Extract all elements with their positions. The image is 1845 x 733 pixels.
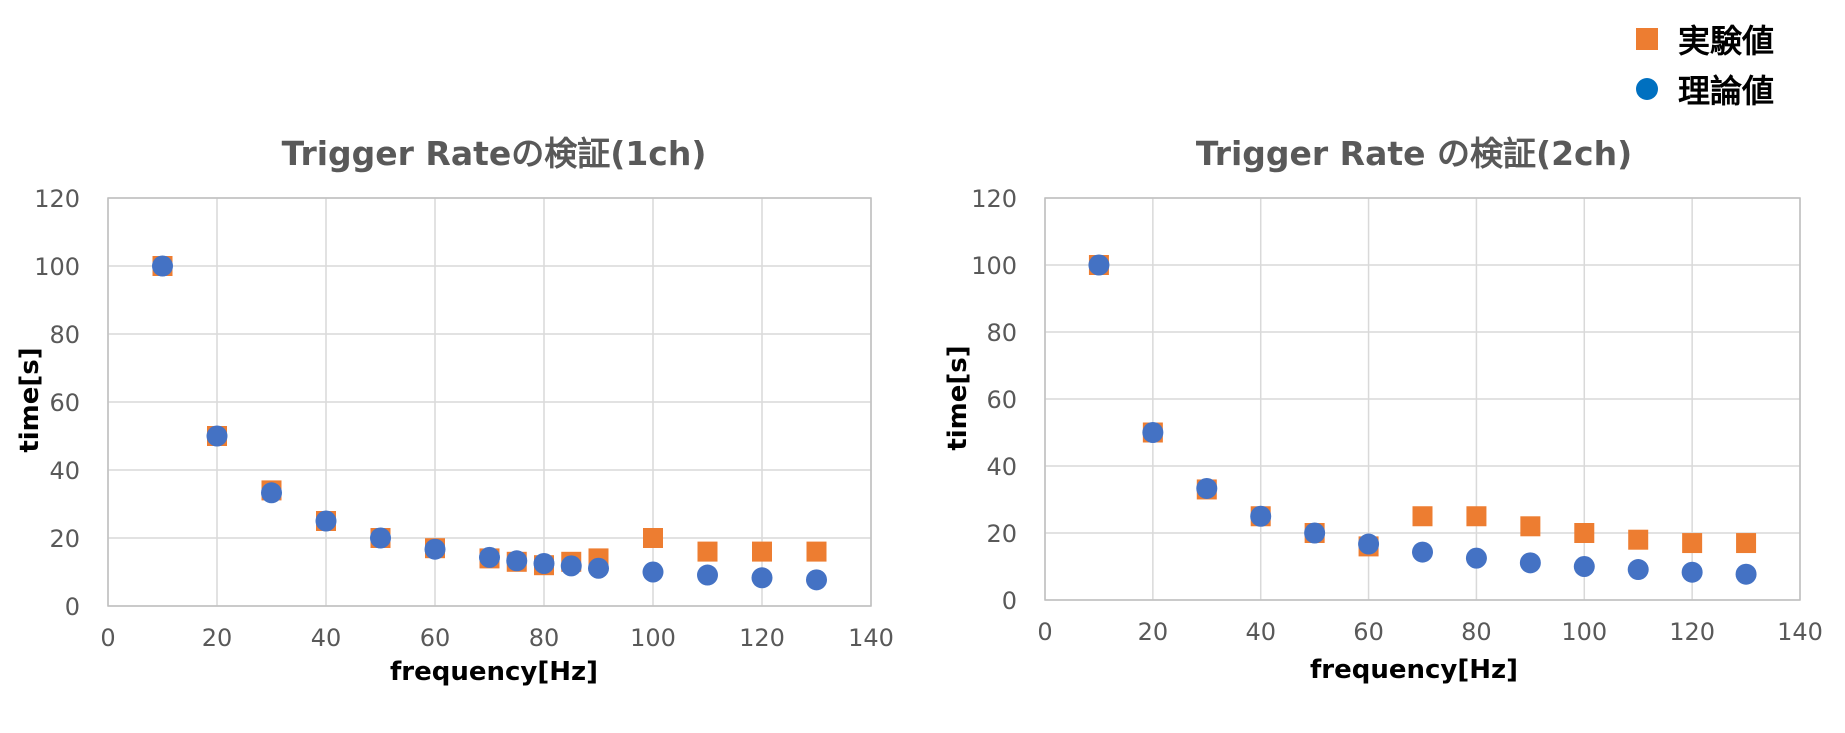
y-tick-label: 100 [971, 252, 1017, 280]
legend-item-theoretical: 理論値 [1636, 64, 1774, 114]
experimental-point [1466, 506, 1487, 527]
x-tick-label: 20 [1138, 618, 1169, 646]
x-tick-label: 120 [739, 624, 785, 652]
y-tick-label: 120 [971, 185, 1017, 213]
theoretical-point [697, 564, 718, 586]
x-tick-label: 20 [202, 624, 233, 652]
theoretical-point [588, 557, 609, 579]
y-tick-label: 40 [49, 457, 80, 485]
theoretical-point [370, 527, 391, 549]
y-tick-label: 80 [986, 319, 1017, 347]
y-tick-label: 60 [986, 386, 1017, 414]
theoretical-point [206, 425, 228, 447]
theoretical-point [751, 567, 773, 589]
x-tick-label: 80 [529, 624, 560, 652]
theoretical-point [152, 255, 173, 277]
theoretical-point [1573, 556, 1595, 577]
theoretical-point [1681, 561, 1703, 583]
x-tick-label: 140 [848, 624, 894, 652]
plot-frame [107, 197, 872, 607]
chart-title: Trigger Rateの検証(1ch) [282, 134, 707, 173]
theoretical-point [261, 482, 282, 504]
theoretical-point [1465, 547, 1487, 569]
x-axis-title: frequency[Hz] [1310, 655, 1518, 685]
x-axis-title: frequency[Hz] [390, 657, 598, 687]
y-tick-label: 0 [65, 593, 80, 621]
theoretical-point [533, 553, 555, 574]
x-tick-label: 100 [1561, 618, 1607, 646]
theoretical-point [506, 550, 528, 572]
chart-title: Trigger Rate の検証(2ch) [1196, 134, 1632, 173]
theoretical-point [424, 538, 446, 560]
square-marker-icon [1636, 28, 1658, 50]
theoretical-point [1412, 541, 1433, 563]
x-tick-label: 0 [100, 624, 115, 652]
experimental-point [1520, 516, 1541, 537]
x-tick-label: 80 [1461, 618, 1492, 646]
legend-label: 実験値 [1678, 22, 1775, 60]
experimental-point [1412, 506, 1433, 527]
experimental-point [752, 541, 772, 562]
x-tick-label: 40 [1245, 618, 1276, 646]
y-tick-label: 80 [49, 321, 80, 349]
y-tick-label: 100 [34, 253, 80, 281]
theoretical-point [1196, 477, 1218, 499]
experimental-point [643, 528, 663, 548]
x-tick-label: 60 [1353, 618, 1384, 646]
x-tick-label: 100 [630, 624, 676, 652]
theoretical-point [1519, 552, 1541, 574]
theoretical-point [315, 510, 337, 532]
y-tick-label: 40 [986, 453, 1017, 481]
y-tick-label: 0 [1002, 587, 1017, 615]
plot-frame [1044, 197, 1801, 601]
theoretical-point [1627, 559, 1649, 581]
circle-marker-icon [1636, 78, 1658, 100]
experimental-point [1736, 533, 1757, 554]
x-tick-label: 60 [420, 624, 451, 652]
experimental-point [806, 541, 827, 562]
theoretical-point [479, 546, 500, 568]
experimental-point [1682, 533, 1703, 554]
theoretical-point [560, 555, 582, 577]
theoretical-point [1735, 563, 1757, 585]
experimental-point [1628, 529, 1649, 550]
y-axis-title: time[s] [15, 347, 45, 452]
x-tick-label: 0 [1037, 618, 1052, 646]
legend-item-experimental: 実験値 [1636, 14, 1774, 64]
theoretical-point [1304, 522, 1326, 544]
theoretical-point [1250, 505, 1272, 527]
theoretical-point [642, 561, 664, 583]
x-tick-label: 140 [1777, 618, 1823, 646]
y-tick-label: 120 [34, 185, 80, 213]
y-tick-label: 60 [49, 389, 80, 417]
theoretical-point [1358, 533, 1380, 555]
y-axis-title: time[s] [943, 345, 973, 450]
x-tick-label: 40 [311, 624, 342, 652]
theoretical-point [1142, 422, 1164, 443]
theoretical-point [1088, 254, 1110, 276]
experimental-point [697, 541, 718, 562]
chart-1ch: 0 20 40 60 80 100 120 140 0 20 40 60 80 100 120 Trigge… [15, 134, 894, 687]
theoretical-point [806, 569, 827, 591]
y-tick-label: 20 [986, 520, 1017, 548]
legend-label: 理論値 [1678, 72, 1775, 110]
y-tick-label: 20 [49, 525, 80, 553]
experimental-point [1574, 523, 1595, 543]
x-tick-label: 120 [1669, 618, 1715, 646]
chart-2ch: 0 20 40 60 80 100 120 140 0 20 40 60 80 100 120 Trigge… [943, 134, 1823, 685]
legend: 実験値 理論値 [1636, 14, 1774, 114]
